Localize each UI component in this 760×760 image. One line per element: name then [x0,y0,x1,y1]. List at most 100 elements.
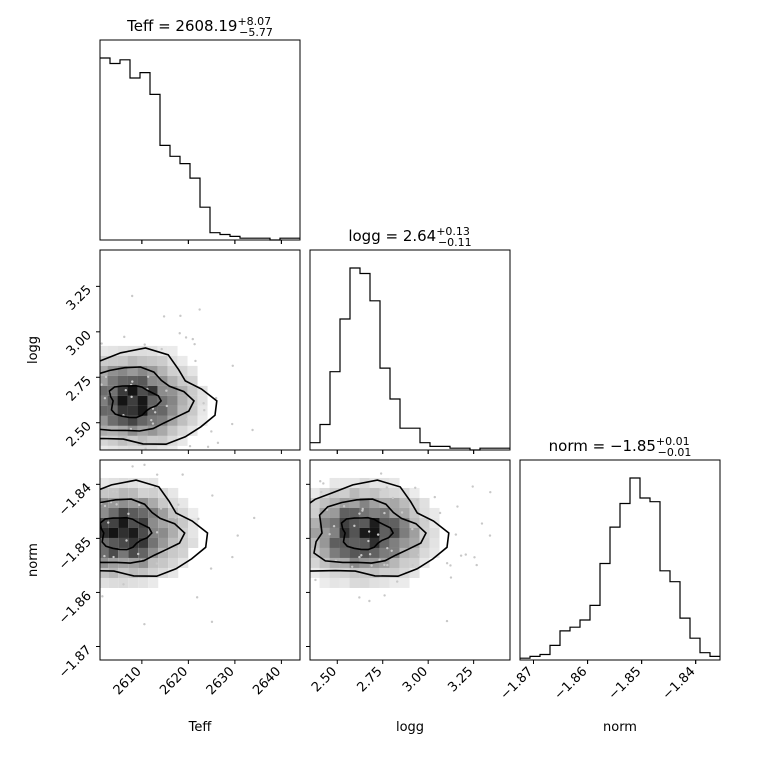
density-cell [157,385,168,396]
title-text: norm = −1.85 [549,437,656,455]
density-cell [310,557,320,568]
density-cell [349,537,360,548]
density-cell [187,415,198,426]
title-text: logg = 2.64 [348,227,436,245]
density-cell [168,527,179,538]
density-cell [369,537,380,548]
scatter-point [42,458,44,460]
density-cell [117,385,128,396]
density-cell [118,507,129,518]
density-cell [128,527,139,538]
x-tick-label: 2610 [111,664,145,698]
scatter-point [112,555,115,559]
density-cell [329,527,340,538]
density-cell [100,435,108,446]
density-cell [157,355,168,366]
density-cell [117,375,128,386]
scatter-point [83,612,85,614]
contour-level-2 [100,366,195,432]
density-cell [158,507,169,518]
density-cell [147,415,158,426]
density-cell [168,567,179,578]
scatter-point [378,441,380,443]
density-cell [117,395,128,406]
density-cell [319,577,330,588]
density-cell [379,557,390,568]
scatter-point [58,364,60,366]
scatter-point [385,486,389,489]
scatter-point [332,524,336,528]
density-cell [409,537,420,548]
scatter-point [358,596,361,599]
density-cell [138,577,149,588]
scatter-point [73,320,75,322]
scatter-point [155,562,159,565]
density-cell [300,498,310,508]
density-cell [108,577,119,588]
density-cell [107,375,118,386]
density-cell [349,517,360,528]
density-cell [178,537,189,548]
density-cell [369,527,380,538]
x-tick-label: −1.85 [606,664,645,703]
scatter-point [411,564,414,567]
density-cell [108,547,119,558]
density-cell [148,487,159,498]
density-cell [188,527,199,538]
density-cell [329,507,340,518]
density-cell [349,477,360,488]
scatter-point [379,472,383,475]
density-cell [88,406,98,416]
density-cell [167,395,178,406]
x-tick-label: 2620 [157,664,191,698]
scatter-point [307,419,309,421]
scatter-point [162,315,166,318]
y-tick-label: −1.85 [56,535,95,574]
scatter-point [295,509,297,511]
scatter-point [231,555,234,559]
density-cell [319,537,330,548]
scatter-point [396,580,399,583]
density-cell [100,497,109,508]
density-cell [108,567,119,578]
scatter-point [103,397,107,400]
density-cell [187,385,198,396]
density-cell [117,415,128,426]
density-cell [178,527,189,538]
density-cell [329,537,340,548]
density-cell [137,415,148,426]
scatter-point [383,563,386,567]
density-cell [168,487,179,498]
density-cell [127,365,138,376]
scatter-point [438,511,442,515]
scatter-point [188,403,191,406]
density-cell [58,528,68,538]
density-cell [118,547,129,558]
scatter-point [242,457,244,459]
y-axis-label-logg: logg [26,336,41,364]
density-cell [78,508,88,518]
density-cell [100,567,109,578]
density-cell [100,395,108,406]
density-cell [108,477,119,488]
histogram-step-Teff [100,57,300,241]
density-cell [88,356,98,366]
density-cell [187,405,198,416]
scatter-point [92,408,94,410]
panel-frame [99,39,301,241]
density-cell [128,487,139,498]
scatter-point [153,411,157,414]
density-cell [88,508,98,518]
scatter-point [203,409,206,412]
scatter-point [178,332,181,335]
density-cell [419,537,430,548]
density-cell [157,345,168,356]
x-axis-label-logg: logg [396,720,424,735]
density-cell [147,445,158,450]
density-cell [78,518,88,528]
density-cell [148,527,159,538]
scatter-point [350,565,354,568]
y-tick-label: −1.86 [56,589,95,628]
density-cell [177,425,188,436]
density-cell [138,517,149,528]
